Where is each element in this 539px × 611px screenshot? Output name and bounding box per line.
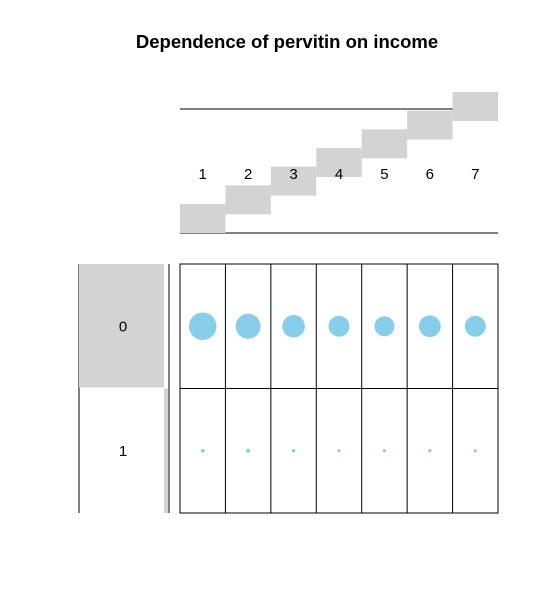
column-margin-bar-2 — [225, 185, 271, 215]
column-margin: 1 2 3 4 5 6 7 — [180, 92, 498, 234]
column-margin-bar-6 — [407, 110, 453, 140]
column-label-4: 4 — [335, 166, 343, 183]
cell-grid — [179, 263, 499, 514]
balloon-row-0-col-2 — [235, 313, 261, 339]
row-margin-bar-0 — [79, 264, 164, 388]
balloon-row-1-col-7 — [473, 449, 477, 453]
column-label-1: 1 — [199, 166, 207, 183]
row-margin: 01 — [78, 264, 170, 513]
balloon-row-1-col-3 — [291, 449, 296, 453]
balloon-row-1-col-1 — [200, 448, 205, 453]
column-label-5: 5 — [380, 166, 388, 183]
balloon-row-0-col-7 — [464, 315, 486, 337]
balloon-row-0-col-6 — [418, 315, 441, 338]
balloon-row-0-col-3 — [282, 314, 305, 338]
column-margin-bar-5 — [361, 129, 408, 159]
column-label-2: 2 — [244, 166, 252, 183]
balloons — [188, 312, 486, 453]
balloon-row-1-col-6 — [428, 449, 432, 453]
balloon-row-1-col-2 — [246, 448, 251, 453]
row-label-1: 1 — [119, 443, 127, 460]
row-label-0: 0 — [119, 318, 127, 335]
column-margin-bar-1 — [180, 204, 226, 233]
column-margin-bar-3 — [270, 166, 317, 196]
chart-title: Dependence of pervitin on income — [136, 31, 438, 52]
row-margin-bar-1 — [164, 388, 168, 513]
balloon-row-1-col-4 — [337, 449, 341, 453]
balloon-row-1-col-5 — [382, 449, 387, 453]
column-margin-bar-7 — [452, 92, 498, 121]
column-margin-bar-4 — [316, 148, 362, 177]
column-label-7: 7 — [471, 166, 479, 183]
column-label-6: 6 — [426, 166, 434, 183]
balloon-row-0-col-5 — [374, 316, 395, 337]
column-label-3: 3 — [289, 166, 297, 183]
balloon-row-0-col-4 — [328, 315, 350, 337]
balloon-row-0-col-1 — [188, 312, 217, 341]
